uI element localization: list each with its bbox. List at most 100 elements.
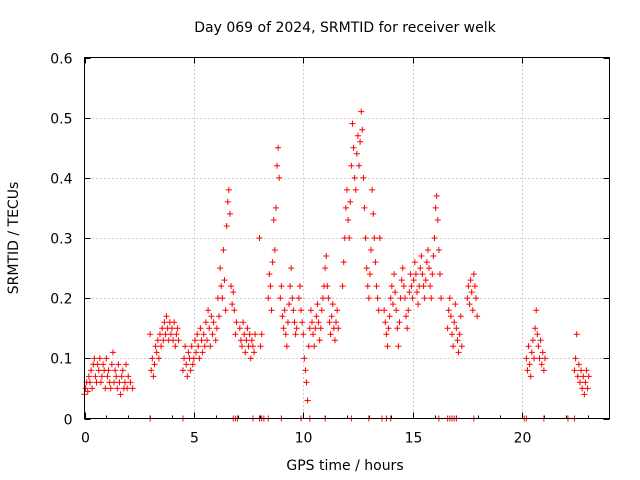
data-point <box>345 216 352 223</box>
data-point <box>226 210 233 217</box>
data-point <box>409 295 416 302</box>
data-point <box>539 349 546 356</box>
data-point <box>242 349 249 356</box>
data-point <box>467 277 474 284</box>
data-point <box>169 325 175 332</box>
data-point <box>84 388 91 395</box>
data-point <box>372 259 379 266</box>
chart-title: Day 069 of 2024, SRMTID for receiver wel… <box>194 20 496 36</box>
data-point <box>114 385 121 392</box>
data-point <box>417 265 424 272</box>
data-point <box>585 373 592 380</box>
data-point <box>209 331 216 338</box>
data-point <box>331 337 338 344</box>
data-point <box>210 319 217 326</box>
data-point <box>302 367 309 374</box>
data-point <box>100 361 107 368</box>
data-point <box>533 307 540 314</box>
data-point <box>359 126 366 133</box>
data-point <box>306 325 313 332</box>
data-point <box>85 373 92 380</box>
x-tick-label: 20 <box>514 431 532 447</box>
data-point <box>219 295 226 302</box>
data-point <box>346 235 353 241</box>
data-point <box>401 295 408 302</box>
data-point <box>361 204 368 211</box>
data-point <box>399 265 406 272</box>
data-point <box>457 313 464 320</box>
data-point <box>220 247 227 254</box>
data-point <box>388 283 395 290</box>
data-point <box>118 373 125 380</box>
data-point <box>102 385 109 392</box>
data-point <box>524 367 531 374</box>
data-point <box>197 325 204 332</box>
data-point <box>86 379 93 386</box>
data-point <box>179 367 186 374</box>
data-point <box>268 307 275 314</box>
data-point <box>173 331 180 338</box>
y-tick-label: 0.4 <box>50 172 72 188</box>
data-point <box>307 307 314 314</box>
data-point <box>396 319 403 326</box>
data-point <box>434 216 441 223</box>
data-point <box>247 355 254 362</box>
data-point <box>391 271 398 278</box>
data-point <box>446 295 453 302</box>
data-point <box>109 349 116 356</box>
data-point <box>111 379 118 386</box>
data-point <box>291 319 298 326</box>
data-point <box>150 373 157 380</box>
data-point <box>207 343 214 350</box>
data-point <box>276 174 283 181</box>
data-point <box>537 337 544 344</box>
data-point <box>394 325 401 332</box>
data-point <box>393 307 400 314</box>
data-point <box>117 391 124 398</box>
data-point <box>205 307 212 314</box>
data-point <box>300 331 307 338</box>
data-point <box>290 307 297 314</box>
data-point <box>407 271 414 278</box>
data-point <box>316 337 323 344</box>
y-tick-label: 0.3 <box>50 232 72 248</box>
data-point <box>251 349 258 356</box>
data-point <box>400 283 407 290</box>
data-point <box>362 235 369 241</box>
data-point <box>428 295 435 302</box>
data-point <box>189 361 196 368</box>
data-point <box>104 373 111 380</box>
y-tick-label: 0.1 <box>50 352 72 368</box>
data-point <box>576 379 583 386</box>
data-point <box>249 343 256 350</box>
data-point <box>579 385 586 392</box>
data-point <box>410 277 417 284</box>
data-point <box>535 343 542 350</box>
data-point <box>581 391 588 398</box>
data-point <box>328 313 335 320</box>
data-point <box>301 355 308 362</box>
data-point <box>282 331 289 338</box>
data-point <box>360 174 367 181</box>
data-point <box>99 373 105 380</box>
data-point <box>272 204 279 211</box>
data-point <box>387 295 394 302</box>
data-point <box>287 283 294 290</box>
data-point <box>277 295 284 302</box>
data-point <box>526 361 533 368</box>
data-point <box>335 325 342 332</box>
data-point <box>420 283 427 290</box>
data-point <box>474 313 481 320</box>
data-point <box>154 337 161 344</box>
data-point <box>369 186 376 193</box>
data-point <box>199 349 206 356</box>
data-point <box>153 349 160 356</box>
data-point <box>94 361 101 368</box>
data-point <box>184 373 191 380</box>
data-point <box>194 331 201 338</box>
data-point <box>240 319 247 326</box>
data-point <box>172 343 179 350</box>
data-point <box>412 271 419 278</box>
